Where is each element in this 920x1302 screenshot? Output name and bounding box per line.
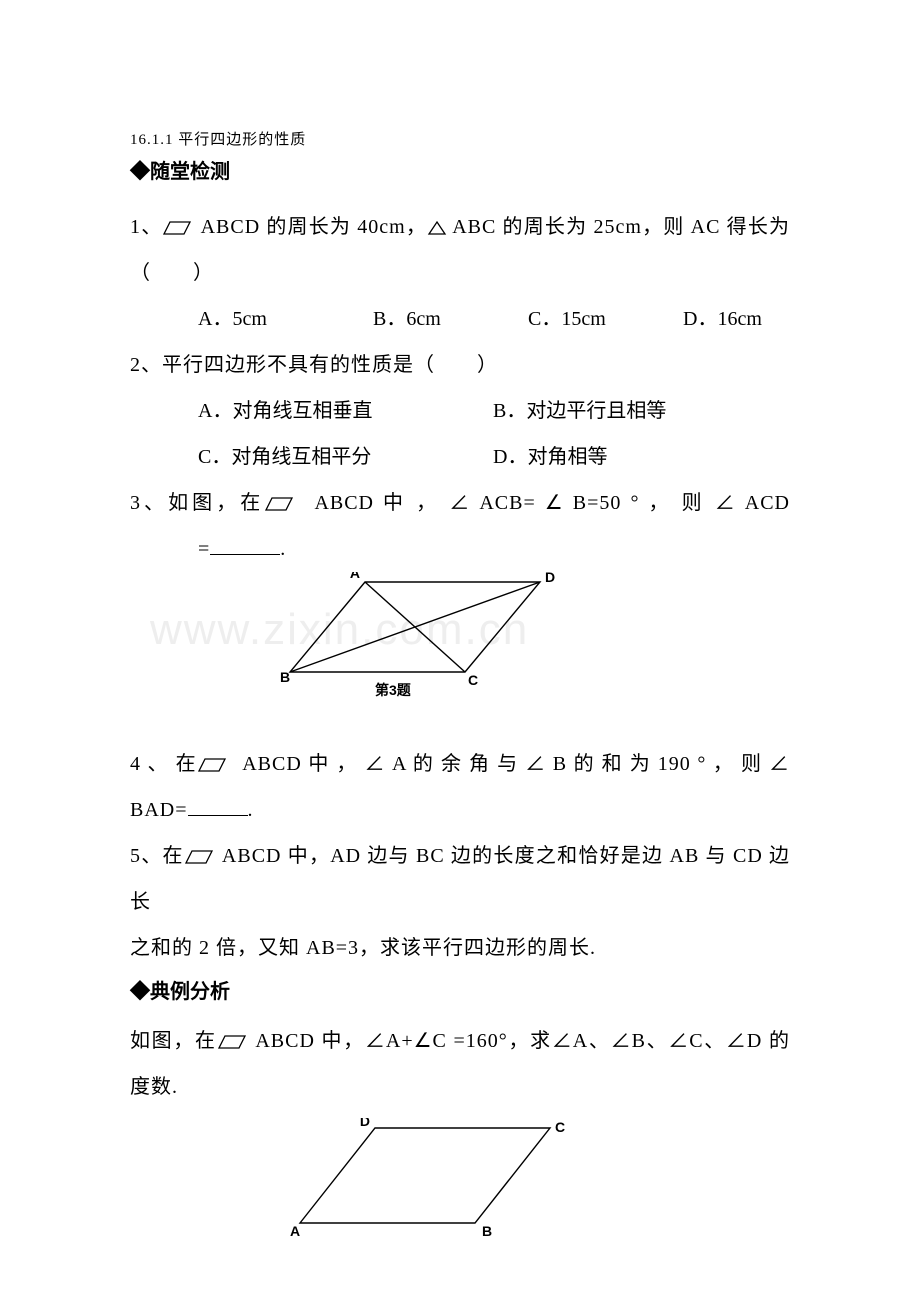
q4-line2: BAD=. [130, 787, 790, 833]
q3-eq: = [198, 538, 210, 560]
figure-analysis-svg: D C A B [290, 1118, 590, 1243]
label-a2: A [290, 1223, 300, 1239]
q1-opt-c: C．15cm [528, 296, 678, 342]
analysis-line2: 度数. [130, 1064, 790, 1110]
q1-opt-a: A．5cm [198, 296, 368, 342]
label-d2: D [360, 1118, 370, 1129]
q5-part-a: 5、在 [130, 845, 184, 867]
q2-opt-b: B．对边平行且相等 [493, 388, 666, 434]
analysis-title: ◆典例分析 [130, 975, 790, 1004]
analysis-part-a: 如图，在 [130, 1030, 217, 1052]
label-b2: B [482, 1223, 492, 1239]
q5-stem: 5、在 ABCD 中，AD 边与 BC 边的长度之和恰好是边 AB 与 CD 边… [130, 833, 790, 925]
q1-options: A．5cm B．6cm C．15cm D．16cm [130, 296, 790, 342]
q1-stem: 1、 ABCD 的周长为 40cm， ABC 的周长为 25cm，则 AC 得长… [130, 204, 790, 296]
q4-stem: 4 、 在 ABCD 中 ， ∠ A 的 余 角 与 ∠ B 的 和 为 190… [130, 741, 790, 787]
blank-underline [210, 539, 280, 555]
parallelogram-icon [162, 220, 192, 236]
q3-stem: 3、如图，在 ABCD 中 ， ∠ ACB= ∠ B=50 ° ， 则 ∠ AC… [130, 480, 790, 526]
q3-dot: . [280, 538, 286, 560]
parallelogram-icon [217, 1034, 247, 1050]
q2-opt-d: D．对角相等 [493, 434, 607, 480]
q4-bad: BAD= [130, 799, 188, 821]
q4-part-a: 4 、 在 [130, 753, 197, 775]
q3-eq-line: =. [130, 526, 790, 572]
spacer [130, 705, 790, 741]
analysis-stem: 如图，在 ABCD 中，∠A+∠C =160°，求∠A、∠B、∠C、∠D 的 [130, 1018, 790, 1064]
q2-opt-a: A．对角线互相垂直 [198, 388, 488, 434]
q1-prefix: 1、 [130, 216, 162, 238]
q2-stem: 2、平行四边形不具有的性质是（ ） [130, 342, 790, 388]
parallelogram-icon [197, 757, 227, 773]
q1-opt-b: B．6cm [373, 296, 523, 342]
triangle-icon [427, 220, 447, 236]
q5-line2: 之和的 2 倍，又知 AB=3，求该平行四边形的周长. [130, 925, 790, 971]
q1-opt-d: D．16cm [683, 296, 762, 342]
section-check-title: ◆随堂检测 [130, 155, 790, 184]
parallelogram-icon [184, 849, 214, 865]
label-b: B [280, 669, 290, 685]
q4-dot: . [248, 799, 254, 821]
analysis-part-b: ABCD 中，∠A+∠C =160°，求∠A、∠B、∠C、∠D 的 [249, 1030, 790, 1052]
figure-q3: A D B C 第3题 [130, 572, 790, 705]
q3-part-b: ABCD 中 ， ∠ ACB= ∠ B=50 ° ， 则 ∠ ACD [314, 492, 790, 514]
label-a: A [350, 572, 360, 581]
q3-part-a: 3、如图，在 [130, 492, 264, 514]
parallelogram-icon [264, 496, 294, 512]
figure-analysis: D C A B [130, 1118, 790, 1248]
q2-opt-c: C．对角线互相平分 [198, 434, 488, 480]
section-number: 16.1.1 平行四边形的性质 [130, 128, 790, 149]
figure-caption: 第3题 [375, 682, 412, 698]
q2-options-row2: C．对角线互相平分 D．对角相等 [130, 434, 790, 480]
q5-part-b: ABCD 中，AD 边与 BC 边的长度之和恰好是边 AB 与 CD 边长 [130, 845, 790, 913]
q2-options-row1: A．对角线互相垂直 B．对边平行且相等 [130, 388, 790, 434]
q1-part-b: ABCD 的周长为 40cm， [194, 216, 427, 238]
figure-q3-svg: A D B C 第3题 [280, 572, 580, 700]
label-d: D [545, 572, 555, 585]
q4-part-b: ABCD 中 ， ∠ A 的 余 角 与 ∠ B 的 和 为 190 ° ， 则… [242, 753, 790, 775]
label-c: C [468, 672, 478, 688]
label-c2: C [555, 1119, 565, 1135]
page-content: 16.1.1 平行四边形的性质 ◆随堂检测 1、 ABCD 的周长为 40cm，… [130, 128, 790, 1248]
blank-underline [188, 800, 248, 816]
